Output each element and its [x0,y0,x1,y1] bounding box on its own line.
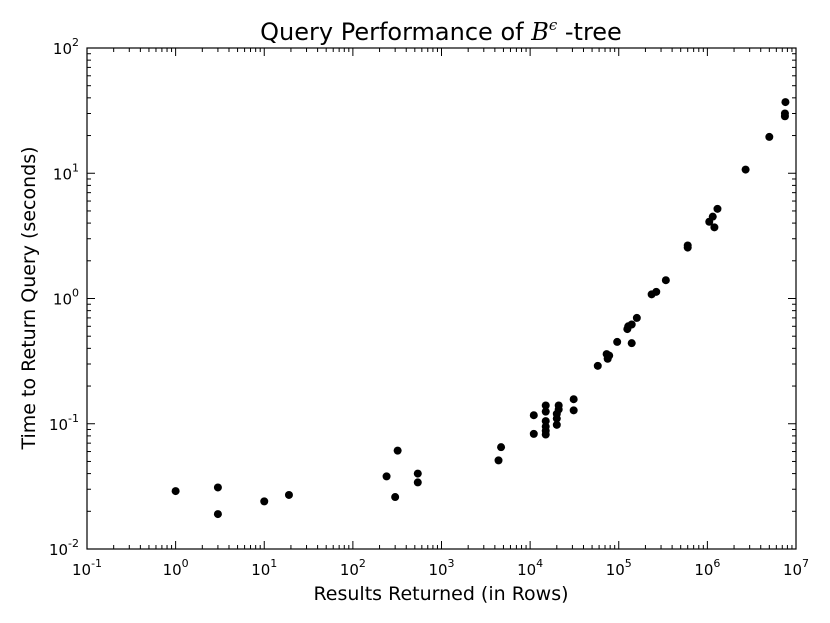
data-point [260,497,269,506]
x-tick-label: 100 [163,557,189,579]
chart-title-prefix: Query Performance of [260,18,531,46]
data-point [541,407,550,416]
data-point [413,469,422,478]
chart-title-symbol: B [530,18,549,46]
data-point [494,456,503,465]
data-point [781,98,790,107]
data-point [613,337,622,346]
x-tick-label: 102 [340,557,366,579]
data-point [569,406,578,415]
data-point [569,395,578,404]
chart-title-superscript: ϵ [549,16,558,34]
data-point [497,443,506,452]
y-tick-label: 10-2 [49,537,79,559]
data-point [382,472,391,481]
data-point [713,204,722,213]
data-point [413,478,422,487]
x-axis-label: Results Returned (in Rows) [313,583,568,605]
data-point [393,446,402,455]
data-point [284,490,293,499]
y-tick-label: 101 [53,161,79,183]
data-point [710,223,719,232]
data-point [632,313,641,322]
plot-frame [86,47,797,550]
data-point [661,276,670,285]
x-tick-label: 103 [428,557,454,579]
y-tick-label: 10-1 [49,412,79,434]
data-point [593,361,602,370]
data-point [552,420,561,429]
data-point [765,132,774,141]
data-point [554,401,563,410]
x-tick-label: 105 [606,557,632,579]
data-point [683,241,692,250]
x-tick-label: 104 [517,557,543,579]
x-tick-label: 106 [694,557,720,579]
data-point [627,320,636,329]
data-point [213,510,222,519]
plot-area [171,98,790,519]
data-point [171,487,180,496]
data-point [780,109,789,118]
y-axis-ticks: 10-2 10-1 100 101 102 [49,36,796,559]
data-point [708,212,717,221]
chart-title-suffix: -tree [557,18,622,46]
data-point [541,417,550,426]
x-tick-label: 107 [783,557,809,579]
data-point [652,287,661,296]
data-point [605,351,614,360]
data-point [213,483,222,492]
y-axis-label: Time to Return Query (seconds) [18,146,40,450]
x-tick-label: 10-1 [72,557,102,579]
y-tick-label: 100 [53,287,79,309]
chart-title: Query Performance of Bϵ -tree [260,16,622,46]
data-point [391,493,400,502]
x-tick-label: 101 [251,557,277,579]
data-point [529,429,538,438]
data-point [741,165,750,174]
x-axis-ticks: 10-1 100 101 102 103 104 105 106 107 [72,48,809,579]
y-tick-label: 102 [53,36,79,58]
data-point [541,401,550,410]
data-point [529,411,538,420]
data-point [627,339,636,348]
